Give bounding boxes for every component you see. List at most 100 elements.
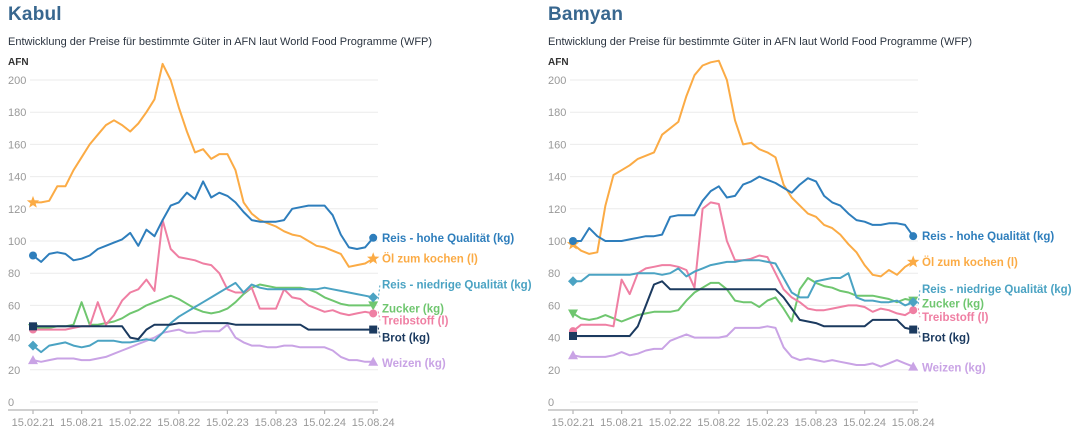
series-end-marker-treibstoff-l xyxy=(369,309,378,318)
series-end-marker-reis-hohe-qualität-kg xyxy=(909,232,918,241)
y-tick-label-80: 80 xyxy=(548,268,560,280)
series-end-marker-reis-hohe-qualität-kg xyxy=(369,233,378,242)
series-label-brot-kg: Brot (kg) xyxy=(382,333,430,345)
series-label-reis-niedrige-qualität-kg: Reis - niedrige Qualität (kg) xyxy=(382,279,532,291)
series-start-marker-weizen-kg xyxy=(28,355,38,365)
x-tick-label-2: 15.02.22 xyxy=(109,417,152,429)
y-tick-label-140: 140 xyxy=(8,172,26,184)
label-leader-treibstoff-l xyxy=(917,308,921,318)
x-tick-label-7: 15.08.24 xyxy=(352,417,395,429)
y-tick-label-100: 100 xyxy=(8,236,26,248)
y-tick-label-180: 180 xyxy=(548,107,566,119)
series-label-weizen-kg: Weizen (kg) xyxy=(382,358,446,370)
label-leader-reis-niedrige-qualität-kg xyxy=(917,289,921,305)
x-tick-label-6: 15.02.24 xyxy=(303,417,346,429)
series-label-reis-hohe-qualität-kg: Reis - hohe Qualität (kg) xyxy=(382,233,514,245)
y-tick-label-120: 120 xyxy=(8,204,26,216)
series-line-reis-niedrige-qualität-kg xyxy=(572,259,915,307)
series-line-brot-kg xyxy=(572,280,915,337)
chart-plot-bamyan: 0 20 40 60 80 100 120 140 160 180 200 15.02.21 15.08… xyxy=(548,59,1072,429)
series-end-marker-treibstoff-l xyxy=(909,306,918,315)
series-end-marker-öl-zum-kochen-l xyxy=(367,252,380,264)
series-end-marker-reis-niedrige-qualität-kg xyxy=(908,297,919,308)
series-start-marker-reis-hohe-qualität-kg xyxy=(29,251,37,260)
x-tick-label-4: 15.02.23 xyxy=(206,417,249,429)
series-start-marker-öl-zum-kochen-l xyxy=(26,195,40,208)
x-tick-label-3: 15.08.22 xyxy=(697,417,740,429)
y-tick-label-200: 200 xyxy=(8,75,26,87)
series-label-brot-kg: Brot (kg) xyxy=(922,333,970,345)
series-line-öl-zum-kochen-l xyxy=(572,59,915,278)
series-label-zucker-kg: Zucker (kg) xyxy=(922,299,984,311)
y-tick-label-60: 60 xyxy=(548,300,560,312)
y-tick-label-200: 200 xyxy=(548,75,566,87)
series-start-marker-brot-kg xyxy=(569,331,577,340)
series-start-marker-reis-niedrige-qualität-kg xyxy=(568,276,578,287)
series-line-weizen-kg xyxy=(32,323,375,363)
series-end-marker-weizen-kg xyxy=(368,356,379,366)
y-tick-label-160: 160 xyxy=(8,139,26,151)
x-tick-label-7: 15.08.24 xyxy=(892,417,935,429)
series-start-marker-zucker-kg xyxy=(568,309,578,319)
series-end-marker-brot-kg xyxy=(369,325,378,334)
y-tick-label-40: 40 xyxy=(8,333,20,345)
series-start-marker-brot-kg xyxy=(29,322,37,331)
chart-subtitle-bamyan: Entwicklung der Preise für bestimmte Güt… xyxy=(548,36,973,48)
y-tick-label-40: 40 xyxy=(548,333,560,345)
series-end-marker-brot-kg xyxy=(909,325,918,334)
series-label-öl-zum-kochen-l: Öl zum kochen (l) xyxy=(382,253,478,266)
y-tick-label-0: 0 xyxy=(548,397,554,409)
x-tick-label-5: 15.08.23 xyxy=(795,417,838,429)
series-line-reis-hohe-qualität-kg xyxy=(572,175,915,242)
series-label-treibstoff-l: Treibstoff (l) xyxy=(922,312,989,324)
y-tick-label-140: 140 xyxy=(548,172,566,184)
y-tick-label-80: 80 xyxy=(8,268,20,280)
series-line-reis-hohe-qualität-kg xyxy=(32,180,375,263)
label-leader-treibstoff-l xyxy=(377,311,381,321)
series-end-marker-reis-niedrige-qualität-kg xyxy=(368,292,379,303)
series-label-weizen-kg: Weizen (kg) xyxy=(922,363,986,375)
series-start-marker-weizen-kg xyxy=(568,350,578,360)
series-label-öl-zum-kochen-l: Öl zum kochen (l) xyxy=(922,256,1018,269)
y-tick-label-100: 100 xyxy=(548,236,566,248)
chart-panel-kabul: Kabul Entwicklung der Preise für bestimm… xyxy=(8,4,532,429)
y-tick-label-180: 180 xyxy=(8,107,26,119)
x-tick-label-4: 15.02.23 xyxy=(746,417,789,429)
series-line-weizen-kg xyxy=(572,325,915,368)
series-line-zucker-kg xyxy=(32,283,375,329)
chart-panel-bamyan: Bamyan Entwicklung der Preise für bestim… xyxy=(540,0,1080,446)
x-tick-label-3: 15.08.22 xyxy=(157,417,200,429)
series-end-marker-weizen-kg xyxy=(908,361,919,371)
series-label-treibstoff-l: Treibstoff (l) xyxy=(382,315,449,327)
series-line-öl-zum-kochen-l xyxy=(32,62,375,268)
series-line-reis-niedrige-qualität-kg xyxy=(32,281,375,354)
label-leader-brot-kg xyxy=(377,327,381,338)
x-tick-label-6: 15.02.24 xyxy=(843,417,886,429)
x-tick-label-2: 15.02.22 xyxy=(649,417,692,429)
x-tick-label-1: 15.08.21 xyxy=(60,417,103,429)
y-tick-label-0: 0 xyxy=(8,397,14,409)
y-tick-label-60: 60 xyxy=(8,300,20,312)
y-axis-unit-label-kabul: AFN xyxy=(8,57,29,68)
y-tick-label-20: 20 xyxy=(8,365,20,377)
series-line-treibstoff-l xyxy=(32,219,375,331)
chart-title-bamyan: Bamyan xyxy=(548,4,624,25)
x-tick-label-5: 15.08.23 xyxy=(255,417,298,429)
x-tick-label-1: 15.08.21 xyxy=(600,417,643,429)
series-end-marker-öl-zum-kochen-l xyxy=(907,255,920,268)
y-axis-unit-label-bamyan: AFN xyxy=(548,57,569,68)
x-tick-label-0: 15.02.21 xyxy=(12,417,55,429)
series-label-zucker-kg: Zucker (kg) xyxy=(382,303,444,315)
label-leader-brot-kg xyxy=(917,327,921,338)
y-tick-label-20: 20 xyxy=(548,365,560,377)
series-line-brot-kg xyxy=(32,322,375,341)
series-label-reis-niedrige-qualität-kg: Reis - niedrige Qualität (kg) xyxy=(922,284,1072,296)
chart-title-kabul: Kabul xyxy=(8,4,62,25)
series-start-marker-reis-niedrige-qualität-kg xyxy=(28,340,38,351)
y-tick-label-160: 160 xyxy=(548,139,566,151)
y-tick-label-120: 120 xyxy=(548,204,566,216)
series-end-marker-zucker-kg xyxy=(368,301,379,311)
series-start-marker-reis-hohe-qualität-kg xyxy=(569,237,577,245)
chart-subtitle-kabul: Entwicklung der Preise für bestimmte Güt… xyxy=(8,36,433,48)
